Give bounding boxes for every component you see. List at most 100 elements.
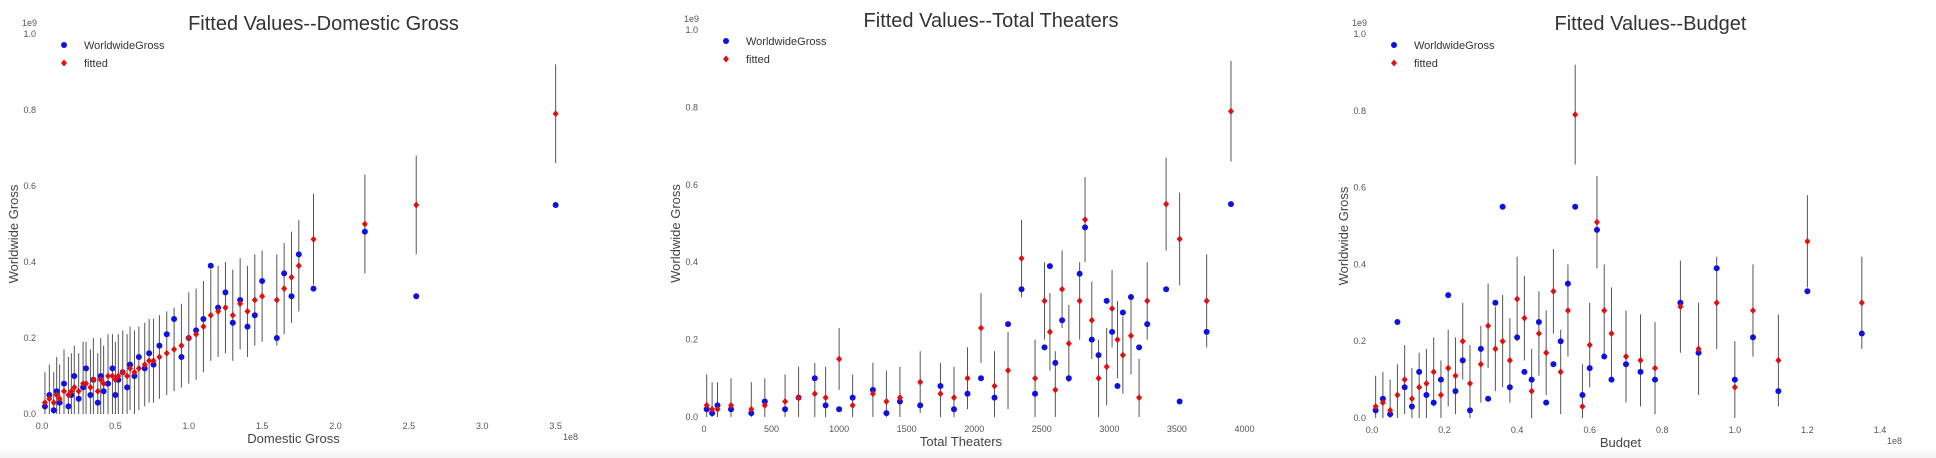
fitted-point [1109, 305, 1116, 313]
worldwidegross-point [1572, 203, 1579, 210]
fitted-point [1046, 328, 1053, 336]
fitted-point [896, 394, 903, 402]
worldwidegross-point [75, 395, 82, 402]
y-axis-label: Worldwide Gross [668, 184, 683, 283]
fitted-point [1032, 374, 1039, 382]
fitted-point [1394, 391, 1401, 399]
fitted-point [849, 401, 856, 409]
worldwidegross-point [1514, 334, 1521, 341]
fitted-point [119, 368, 126, 376]
fitted-point [1677, 303, 1684, 311]
fitted-point [811, 390, 818, 398]
worldwidegross-point [244, 323, 251, 330]
y-offset-label: 1e9 [1352, 18, 1367, 28]
fitted-point [1163, 200, 1170, 208]
worldwidegross-point [163, 331, 170, 338]
x-axis-label: Budget [1600, 435, 1642, 450]
worldwidegross-point [1005, 321, 1012, 328]
worldwidegross-point [1203, 328, 1210, 335]
fitted-point [53, 391, 60, 399]
fitted-point [1466, 379, 1473, 387]
y-tick-label: 0.0 [685, 412, 698, 422]
worldwidegross-point [1564, 280, 1571, 287]
fitted-point [1477, 360, 1484, 368]
legend-label-fitted: fitted [1414, 58, 1438, 70]
x-tick-label: 1.2 [1801, 425, 1814, 435]
worldwidegross-point [41, 403, 48, 410]
worldwidegross-point [207, 262, 214, 269]
legend: WorldwideGross fitted [61, 40, 165, 70]
chart-budget: Fitted Values--Budget 1e9 1e8 0.0 0.2 0.4 0.6 0… [1336, 13, 1902, 450]
fitted-point [1543, 349, 1550, 357]
worldwidegross-point [1394, 319, 1401, 325]
worldwidegross-point [1401, 384, 1408, 391]
worldwidegross-point [822, 402, 829, 409]
series-worldwidegross [41, 202, 559, 414]
x-offset-label: 1e8 [1887, 436, 1902, 446]
fitted-point [978, 324, 984, 332]
worldwidegross-point [1065, 375, 1072, 382]
worldwidegross-point [222, 289, 229, 296]
fitted-point [135, 364, 142, 372]
fitted-point [413, 201, 420, 209]
fitted-point [552, 110, 559, 118]
fitted-point [1550, 287, 1557, 295]
worldwidegross-point [141, 365, 148, 372]
fitted-point [1459, 337, 1466, 345]
worldwidegross-point [237, 297, 244, 303]
fitted-point [883, 398, 890, 406]
worldwidegross-point [1227, 201, 1234, 208]
error-bars [44, 64, 557, 414]
x-tick-label: 0.0 [1366, 425, 1379, 435]
fitted-point [193, 330, 200, 338]
worldwidegross-point [112, 392, 119, 398]
fitted-point [178, 342, 185, 350]
worldwidegross-point [1046, 263, 1053, 270]
fitted-point [1041, 297, 1048, 305]
chart-title: Fitted Values--Domestic Gross [188, 13, 459, 35]
worldwidegross-point [273, 335, 280, 341]
fitted-point [728, 401, 735, 409]
worldwidegross-point [1528, 376, 1535, 383]
fitted-point [1372, 402, 1379, 410]
x-tick-label: 500 [764, 424, 779, 434]
worldwidegross-point [869, 386, 876, 393]
fitted-point [1652, 364, 1659, 372]
fitted-point [822, 394, 829, 402]
worldwidegross-point [1731, 376, 1738, 383]
legend-label-worldwidegross: WorldwideGross [1414, 40, 1495, 52]
worldwidegross-point [552, 202, 559, 208]
fitted-point [115, 372, 122, 380]
fitted-point [71, 383, 78, 391]
fitted-point [1227, 107, 1234, 115]
fitted-point [273, 296, 280, 304]
fitted-point [146, 357, 153, 365]
fitted-point [1775, 356, 1782, 364]
worldwidegross-point [413, 293, 420, 300]
fitted-point [1059, 285, 1066, 293]
series-fitted [41, 110, 559, 407]
y-tick-label: 0.4 [1353, 259, 1366, 269]
worldwidegross-point [1477, 345, 1484, 352]
fitted-point [1528, 387, 1535, 395]
worldwidegross-point [135, 354, 142, 360]
fitted-point [1144, 297, 1151, 305]
worldwidegross-point [849, 394, 856, 401]
series-fitted [703, 107, 1234, 413]
fitted-point [1713, 299, 1720, 307]
x-tick-label: 0.0 [36, 421, 49, 431]
fitted-point [112, 376, 119, 384]
worldwidegross-point [937, 383, 944, 390]
fitted-point [215, 307, 222, 315]
fitted-point [1082, 216, 1089, 224]
worldwidegross-point [1550, 361, 1557, 368]
series-worldwidegross [1372, 203, 1865, 418]
worldwidegross-point [917, 402, 924, 409]
fitted-point [310, 235, 317, 243]
fitted-point [714, 405, 721, 413]
series-fitted [1372, 111, 1865, 414]
y-tick-label: 0.6 [685, 180, 698, 190]
fitted-point [361, 220, 368, 228]
worldwidegross-point [1586, 365, 1593, 372]
worldwidegross-point [836, 406, 843, 413]
